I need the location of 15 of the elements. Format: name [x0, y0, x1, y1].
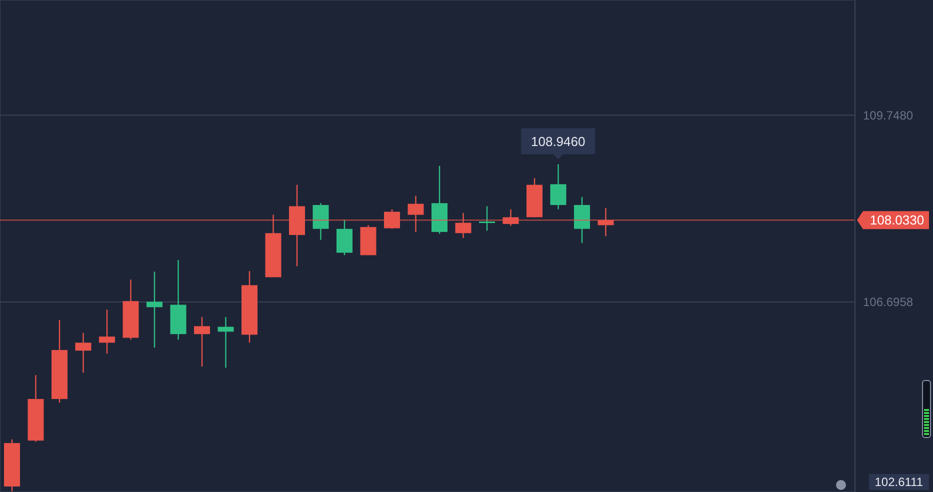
candlestick — [336, 219, 352, 256]
candlestick — [194, 316, 210, 368]
candlestick — [574, 196, 590, 244]
candlestick — [99, 309, 115, 354]
text: 102.6111 — [868, 474, 929, 490]
candlestick — [312, 202, 329, 240]
ref-line-label: 108.0330 — [870, 212, 924, 228]
candlestick — [218, 316, 234, 368]
candlestick — [146, 271, 162, 348]
annotation: 108.9460 — [531, 134, 586, 150]
candlestick — [479, 206, 495, 232]
y-tick-label: 109.7480 — [863, 108, 914, 122]
candlestick — [550, 164, 566, 210]
y-tick-label: 106.6958 — [863, 295, 914, 310]
candlestick — [75, 332, 92, 374]
